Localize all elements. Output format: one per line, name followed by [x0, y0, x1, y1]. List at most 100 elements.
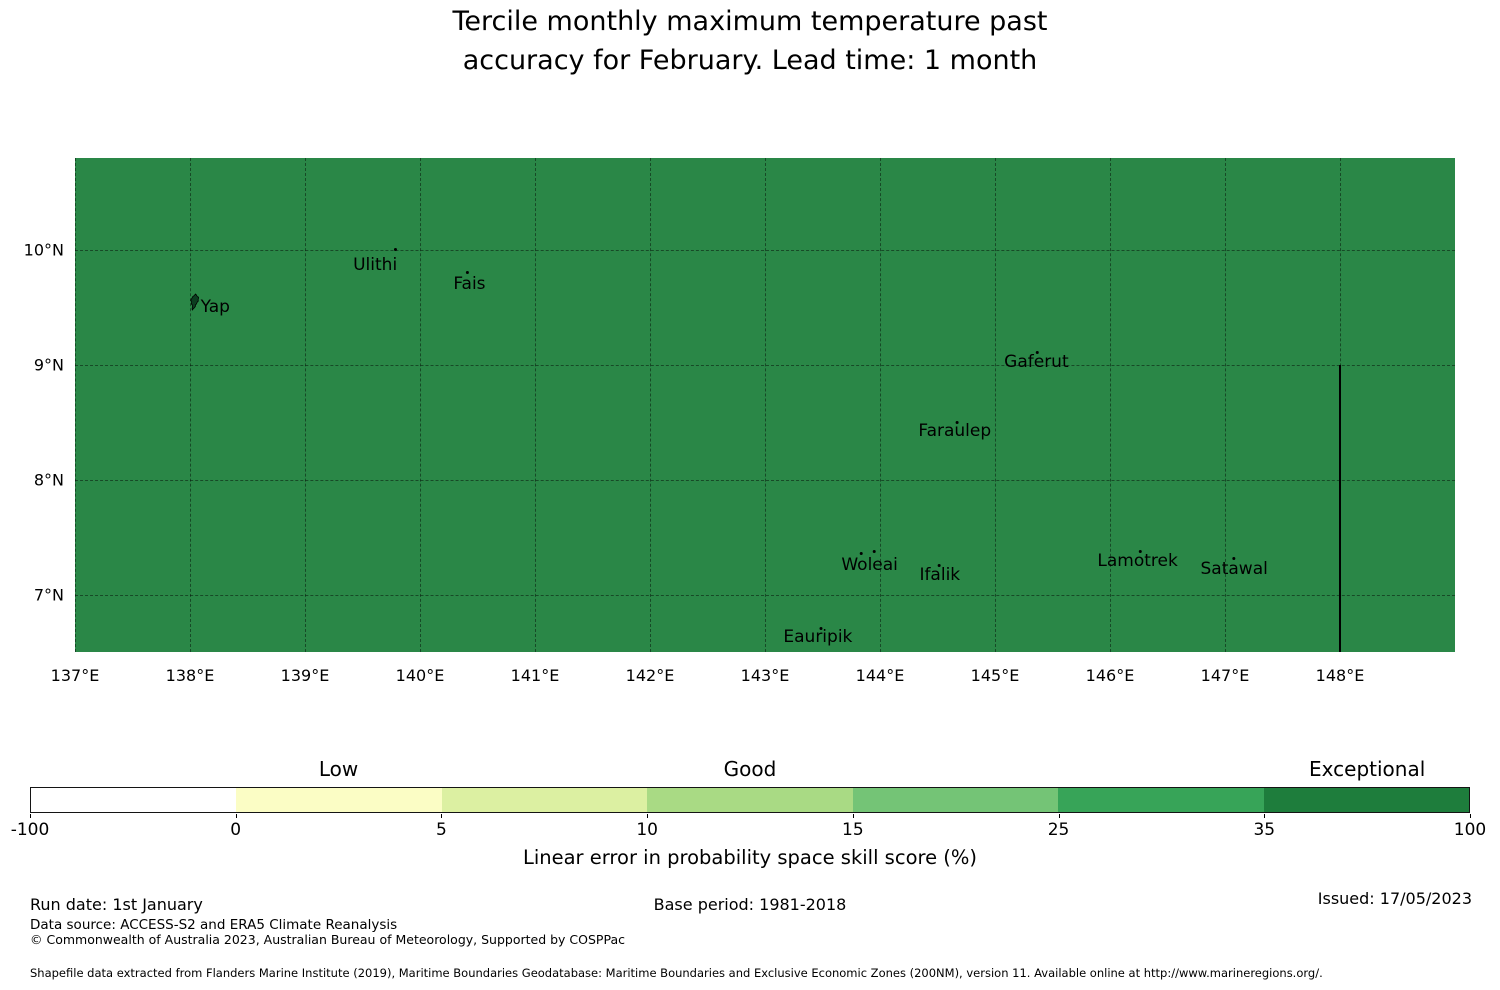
colorbar-tick-mark — [1470, 814, 1471, 818]
lon-tick-label: 147°E — [1200, 666, 1250, 685]
lon-gridline — [75, 158, 76, 652]
lat-tick-label: 10°N — [23, 240, 64, 260]
colorbar-tick-label: 100 — [1453, 820, 1487, 840]
chart-title: Tercile monthly maximum temperature past… — [0, 2, 1500, 80]
island-label: Ifalik — [919, 564, 961, 586]
island-outline-icon — [189, 293, 201, 316]
colorbar-segment — [852, 788, 1059, 812]
island-name: Faraulep — [918, 421, 992, 442]
lat-tick-label: 7°N — [33, 585, 64, 605]
lon-gridline — [420, 158, 421, 652]
island-label: Gaferut — [1004, 351, 1069, 373]
lat-tick-label: 8°N — [33, 470, 64, 490]
lon-tick-label: 138°E — [165, 666, 215, 685]
lat-gridline — [75, 479, 1455, 481]
colorbar-segment — [236, 788, 442, 812]
island-label: Satawal — [1200, 557, 1268, 580]
colorbar-tick-mark — [852, 814, 854, 818]
chart-title-line2: accuracy for February. Lead time: 1 mont… — [462, 45, 1038, 76]
colorbar-segment — [441, 788, 648, 812]
chart-title-line1: Tercile monthly maximum temperature past — [452, 6, 1048, 37]
island-marker-dot — [819, 627, 823, 631]
colorbar — [30, 787, 1470, 813]
island-name: Gaferut — [1004, 352, 1069, 373]
colorbar-segment — [647, 788, 853, 812]
colorbar-class-label: Good — [723, 757, 777, 781]
lon-tick-label: 144°E — [855, 666, 905, 685]
island-marker-dot — [465, 271, 469, 275]
lat-gridline — [75, 249, 1455, 251]
lon-gridline — [305, 158, 306, 652]
colorbar-tick-label: 25 — [1047, 820, 1070, 840]
footer-copyright: © Commonwealth of Australia 2023, Austra… — [30, 932, 625, 947]
island-label: Fais — [453, 271, 486, 295]
lon-gridline — [650, 158, 651, 652]
lat-gridline — [75, 594, 1455, 596]
map-canvas: Yap Ulithi Fais Gaferut Faraulep Woleai Ifalik… — [75, 158, 1455, 652]
island-marker-dot — [394, 247, 398, 251]
colorbar-tick-mark — [235, 814, 237, 818]
colorbar-segment — [31, 788, 237, 812]
island-label: Woleai — [841, 549, 898, 575]
island-name: Yap — [200, 297, 230, 318]
footer-base-period: Base period: 1981-2018 — [653, 895, 847, 914]
lon-gridline — [1110, 158, 1111, 652]
island-name: Fais — [453, 274, 486, 295]
footer-shapefile-attribution: Shapefile data extracted from Flanders M… — [30, 966, 1323, 980]
lon-gridline — [880, 158, 881, 652]
island-marker-dot — [937, 564, 941, 568]
island-name: Satawal — [1200, 559, 1268, 580]
island-marker-dot — [955, 421, 959, 425]
island-label: Yap — [190, 293, 230, 318]
lat-tick-label: 9°N — [33, 355, 64, 375]
colorbar-tick-label: 35 — [1253, 820, 1276, 840]
island-name: Ifalik — [919, 565, 961, 586]
longitude-axis: 137°E 138°E 139°E 140°E 141°E 142°E 143°E 144°E… — [51, 666, 1455, 690]
island-label: Eauripik — [783, 627, 852, 647]
colorbar-tick-label: 5 — [436, 820, 447, 840]
lon-tick-label: 148°E — [1315, 666, 1365, 685]
lon-gridline — [1225, 158, 1226, 652]
lon-gridline — [995, 158, 996, 652]
colorbar-tick-mark — [30, 814, 31, 818]
colorbar-class-label: Low — [318, 757, 359, 781]
island-label: Ulithi — [353, 247, 397, 275]
island-name: Lamotrek — [1097, 551, 1178, 572]
lon-tick-label: 142°E — [625, 666, 675, 685]
lon-tick-label: 141°E — [510, 666, 560, 685]
footer-issued-date: Issued: 17/05/2023 — [1317, 889, 1472, 908]
island-label: Faraulep — [918, 421, 991, 441]
colorbar-tick-label: 10 — [636, 820, 658, 840]
colorbar-tick-label: -100 — [10, 820, 50, 840]
colorbar-tick-mark — [1264, 814, 1266, 818]
lon-gridline — [765, 158, 766, 652]
colorbar-class-label: Exceptional — [1309, 757, 1426, 781]
eez-boundary-line — [1339, 364, 1341, 652]
island-marker-dot — [1232, 557, 1236, 561]
colorbar-ticks: -100 0 5 10 15 25 35 100 — [11, 814, 1486, 850]
colorbar-segment — [1263, 788, 1469, 812]
island-marker-dot — [872, 549, 876, 553]
colorbar-axis-label: Linear error in probability space skill … — [522, 846, 978, 869]
lon-tick-label: 146°E — [1085, 666, 1135, 685]
colorbar-tick-mark — [1058, 814, 1060, 818]
colorbar-tick-label: 0 — [230, 820, 242, 840]
colorbar-tick-mark — [647, 814, 649, 818]
footer-data-source: Data source: ACCESS-S2 and ERA5 Climate … — [30, 917, 398, 933]
footer-run-date: Run date: 1st January — [30, 895, 203, 914]
island-marker-dot — [859, 551, 863, 555]
lon-tick-label: 139°E — [280, 666, 330, 685]
lat-gridline — [75, 364, 1455, 366]
colorbar-class-labels: Low Good Exceptional — [30, 757, 1470, 785]
island-name: Eauripik — [783, 627, 853, 648]
island-marker-dot — [1035, 351, 1039, 355]
lon-tick-label: 143°E — [740, 666, 790, 685]
lon-tick-label: 140°E — [395, 666, 445, 685]
lon-gridline — [535, 158, 536, 652]
island-name: Woleai — [841, 554, 898, 575]
island-label: Lamotrek — [1097, 550, 1178, 572]
lon-tick-label: 137°E — [50, 666, 100, 685]
colorbar-tick-mark — [441, 814, 443, 818]
island-marker-dot — [1138, 550, 1142, 554]
latitude-axis: 10°N 9°N 8°N 7°N — [0, 158, 64, 652]
